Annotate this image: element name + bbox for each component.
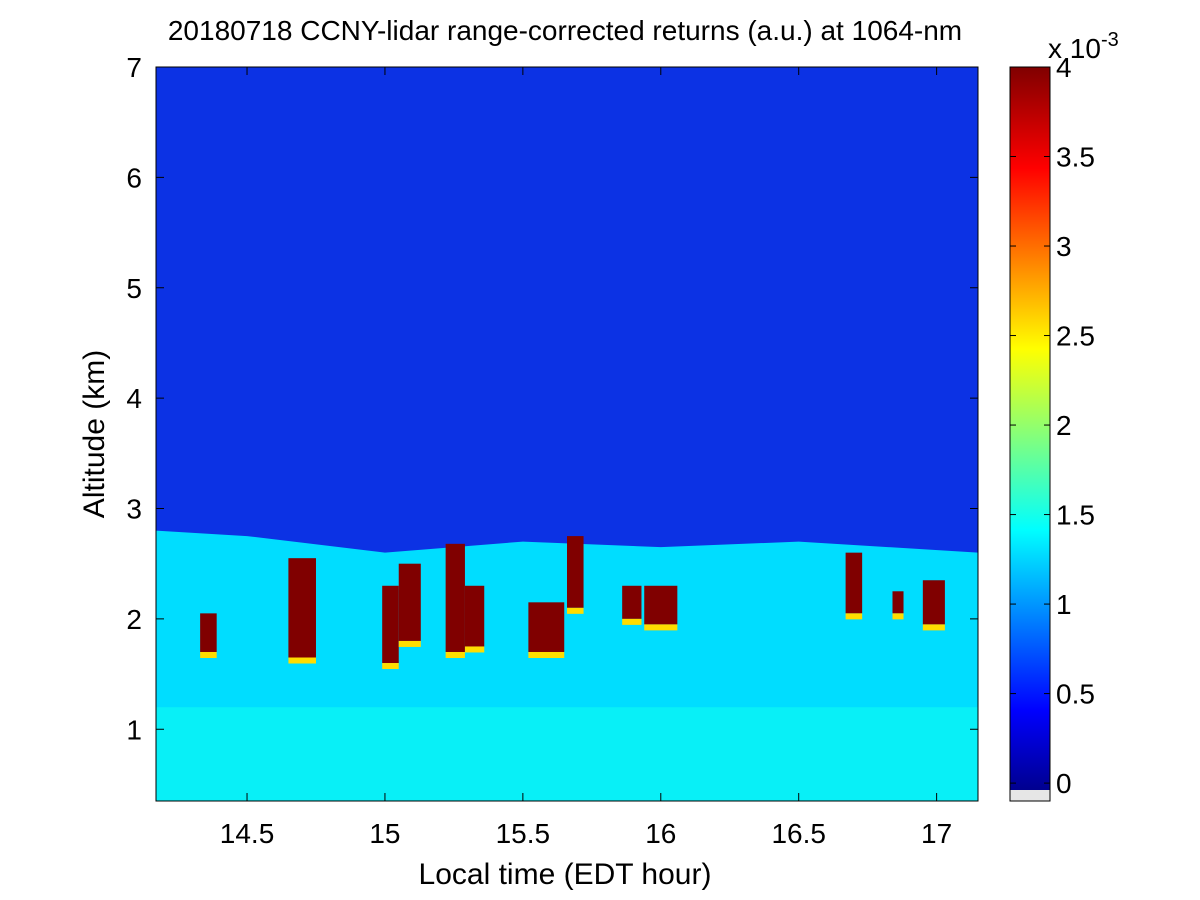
cloud-feature: [922, 580, 945, 625]
cloud-base-edge: [445, 651, 465, 658]
colorbar-tick-label: 4: [1056, 52, 1072, 83]
colorbar-underflow: [1010, 790, 1050, 801]
x-axis-ticks: 14.5 15 15.5 16 16.5 17: [220, 67, 952, 849]
colorbar-exponent-base: x 10: [1048, 33, 1101, 64]
y-tick-label: 2: [126, 604, 142, 635]
y-tick-label: 6: [126, 162, 142, 193]
cloud-base-edge: [644, 624, 678, 631]
cloud-feature: [445, 543, 465, 652]
cloud-base-edge: [200, 651, 217, 658]
plot-area: [156, 67, 978, 801]
cloud-feature: [200, 613, 217, 652]
x-tick-label: 17: [921, 818, 952, 849]
cloud-base-edge: [464, 646, 485, 653]
colorbar: 0 0.5 1 1.5 2 2.5 3 3.5 4 x 10-3: [1009, 29, 1119, 802]
chart-title: 20180718 CCNY-lidar range-corrected retu…: [168, 15, 962, 46]
x-tick-label: 15.5: [496, 818, 551, 849]
colorbar-tick-label: 0: [1056, 768, 1072, 799]
cloud-base-edge: [288, 657, 316, 664]
cloud-base-edge: [892, 613, 904, 620]
cloud-feature: [567, 536, 584, 608]
colorbar-tick-label: 2.5: [1056, 321, 1095, 352]
x-tick-label: 15: [369, 818, 400, 849]
colorbar-tick-label: 0.5: [1056, 679, 1095, 710]
cloud-base-edge: [567, 607, 584, 614]
colorbar-tick-label: 1.5: [1056, 500, 1095, 531]
cloud-feature: [382, 585, 399, 664]
cloud-feature: [644, 585, 678, 625]
y-tick-label: 7: [126, 52, 142, 83]
colorbar-gradient: [1010, 67, 1050, 790]
y-tick-label: 5: [126, 273, 142, 304]
colorbar-exponent: x 10-3: [1048, 29, 1119, 64]
heatmap-layers: [156, 530, 978, 801]
y-axis-label: Altitude (km): [78, 350, 111, 518]
cloud-base-edge: [622, 618, 642, 625]
colorbar-frame: [1009, 66, 1051, 802]
x-tick-label: 16.5: [771, 818, 826, 849]
cloud-base-edge: [845, 613, 863, 620]
colorbar-exponent-power: -3: [1101, 29, 1119, 51]
cloud-base-edge: [382, 663, 399, 670]
y-tick-label: 3: [126, 494, 142, 525]
cloud-feature: [398, 563, 421, 641]
x-tick-label: 14.5: [220, 818, 275, 849]
cloud-feature: [288, 558, 316, 658]
cloud-base-edge: [398, 640, 421, 647]
x-tick-label: 16: [645, 818, 676, 849]
y-tick-label: 4: [126, 383, 142, 414]
plot-frame: [155, 66, 979, 802]
colorbar-tick-label: 1: [1056, 589, 1072, 620]
y-tick-label: 1: [126, 714, 142, 745]
colorbar-tick-label: 2: [1056, 410, 1072, 441]
cloud-base-edge: [922, 624, 945, 631]
colorbar-tick-label: 3.5: [1056, 142, 1095, 173]
y-axis-ticks: 1 2 3 4 5 6 7: [126, 52, 978, 745]
cloud-feature: [464, 585, 485, 647]
colorbar-ticks: 0 0.5 1 1.5 2 2.5 3 3.5 4: [1010, 52, 1095, 799]
cloud-feature: [528, 602, 565, 652]
x-axis-label: Local time (EDT hour): [419, 858, 712, 891]
cloud-base-edge: [528, 651, 565, 658]
surface-layer-region: [156, 707, 978, 801]
cloud-feature: [892, 591, 904, 614]
cloud-feature: [845, 552, 863, 614]
colorbar-tick-label: 3: [1056, 231, 1072, 262]
cloud-feature: [622, 585, 642, 619]
